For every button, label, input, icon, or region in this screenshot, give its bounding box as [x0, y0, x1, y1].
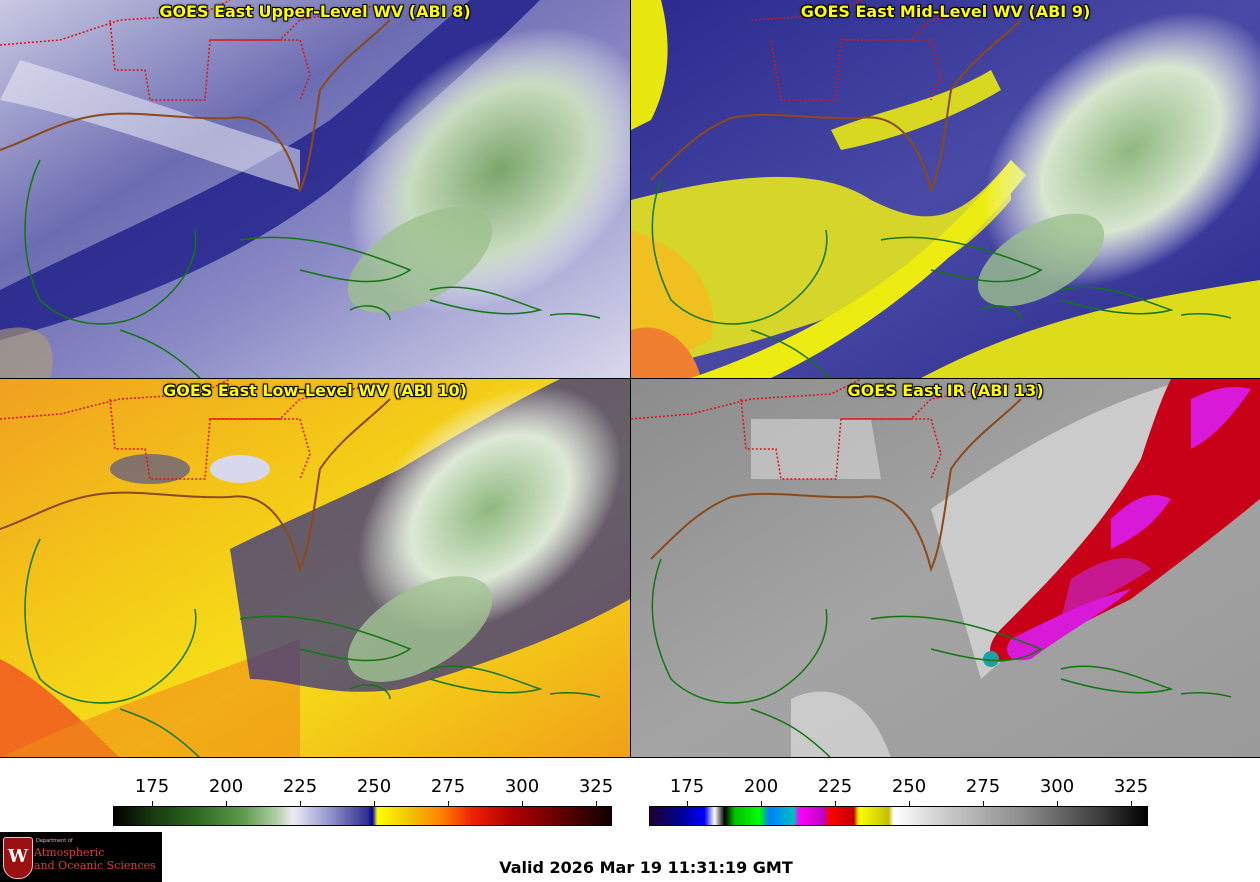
ir-tick-mark — [1131, 801, 1132, 807]
ir-tick-mark — [687, 801, 688, 807]
ir-tick-label: 300 — [1039, 776, 1075, 797]
upper-level-wv-imagery — [0, 0, 630, 378]
ir-tick-label: 175 — [669, 776, 705, 797]
wv-colorbar-gradient — [113, 806, 612, 826]
panel-divider-horizontal — [0, 378, 1260, 379]
panel-title: GOES East Mid-Level WV (ABI 9) — [800, 2, 1091, 21]
low-level-wv-imagery — [0, 379, 630, 758]
mid-level-wv-imagery — [631, 0, 1260, 378]
ir-tick-label: 250 — [891, 776, 927, 797]
wv-tick-label: 175 — [134, 776, 170, 797]
wv-tick-label: 200 — [208, 776, 244, 797]
panel-title: GOES East Upper-Level WV (ABI 8) — [159, 2, 471, 21]
panel-border-bottom — [0, 757, 1260, 758]
ir-imagery — [631, 379, 1260, 758]
logo-dept-line: Department of — [36, 838, 73, 844]
wv-tick-label: 225 — [282, 776, 318, 797]
ir-tick-mark — [983, 801, 984, 807]
wv-tick-label: 300 — [504, 776, 540, 797]
wv-tick-mark — [448, 801, 449, 807]
wv-tick-mark — [596, 801, 597, 807]
ir-tick-label: 325 — [1113, 776, 1149, 797]
wv-tick-mark — [522, 801, 523, 807]
panel-mid-level-wv: GOES East Mid-Level WV (ABI 9) — [631, 0, 1260, 378]
panel-divider-vertical — [630, 0, 631, 758]
wv-tick-mark — [226, 801, 227, 807]
ir-tick-mark — [835, 801, 836, 807]
ir-tick-label: 225 — [817, 776, 853, 797]
logo-line-1: Atmospheric — [34, 846, 105, 859]
wv-tick-label: 275 — [430, 776, 466, 797]
ir-colorbar-gradient — [649, 806, 1148, 826]
ir-tick-label: 275 — [965, 776, 1001, 797]
wv-tick-mark — [152, 801, 153, 807]
panel-low-level-wv: GOES East Low-Level WV (ABI 10) — [0, 379, 630, 758]
uw-crest-icon: W — [3, 837, 33, 879]
valid-time-label: Valid 2026 Mar 19 11:31:19 GMT — [499, 858, 793, 877]
wv-tick-mark — [300, 801, 301, 807]
panel-title: GOES East Low-Level WV (ABI 10) — [163, 381, 467, 400]
panel-ir: GOES East IR (ABI 13) — [631, 379, 1260, 758]
wv-tick-label: 250 — [356, 776, 392, 797]
wv-tick-label: 325 — [578, 776, 614, 797]
logo-line-2: and Oceanic Sciences — [34, 859, 156, 872]
ir-tick-mark — [1057, 801, 1058, 807]
ir-tick-label: 200 — [743, 776, 779, 797]
ir-tick-mark — [909, 801, 910, 807]
wv-tick-mark — [374, 801, 375, 807]
panel-upper-level-wv: GOES East Upper-Level WV (ABI 8) — [0, 0, 630, 378]
aos-logo: W Department of Atmospheric and Oceanic … — [0, 832, 162, 882]
panel-title: GOES East IR (ABI 13) — [847, 381, 1044, 400]
ir-tick-mark — [761, 801, 762, 807]
